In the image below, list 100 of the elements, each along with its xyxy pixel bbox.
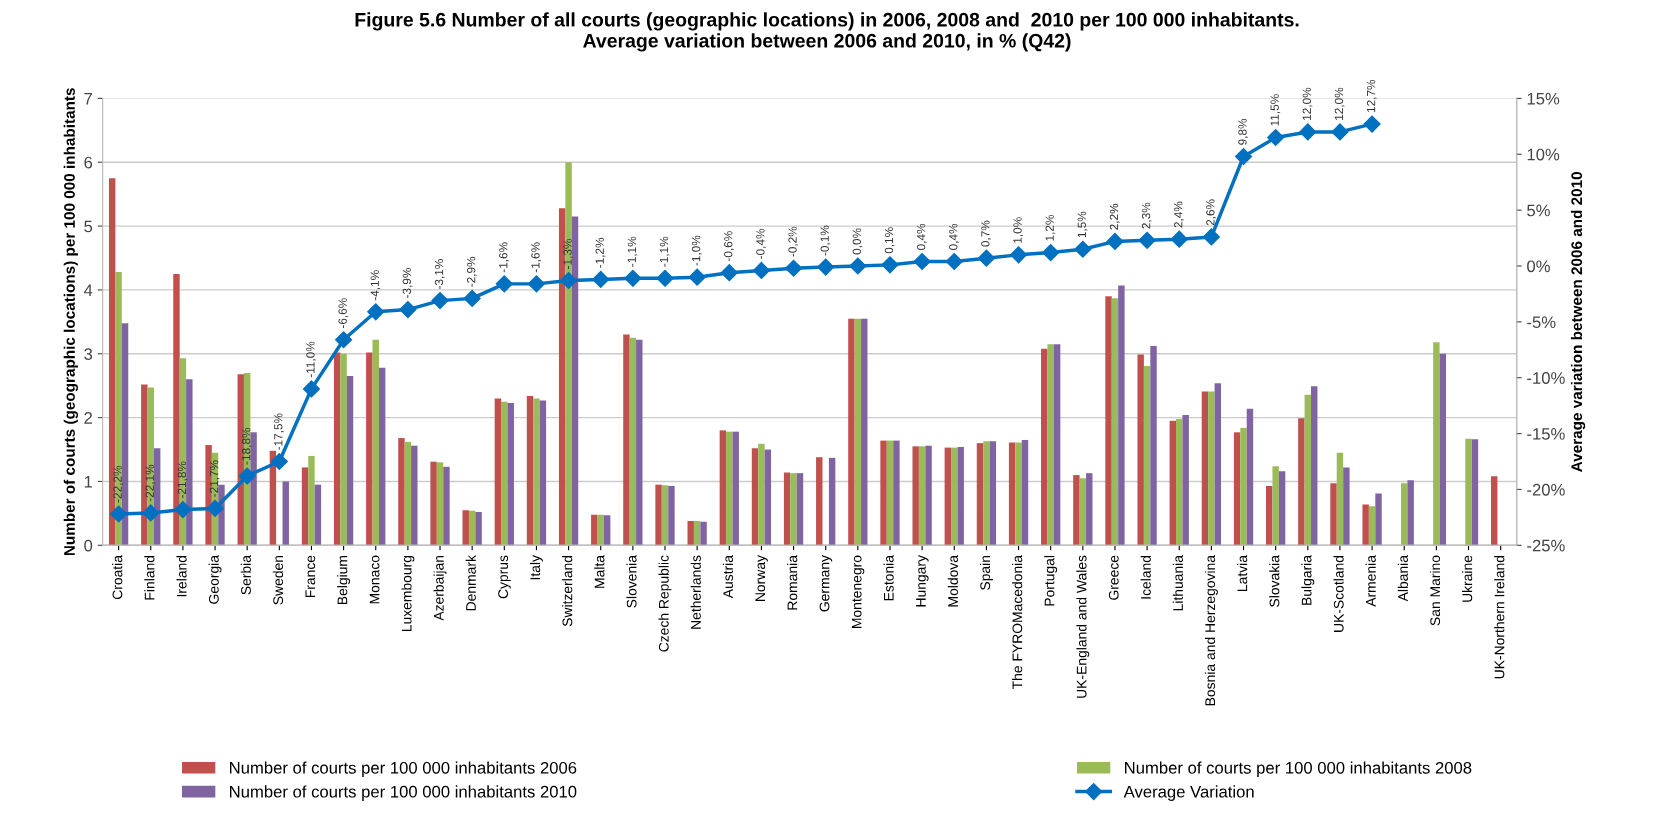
y2-tick-label: 15%	[1527, 92, 1560, 105]
y-tick-label: 1	[84, 476, 93, 488]
x-tick-label: UK-Northern Ireland	[1494, 555, 1505, 679]
bar	[333, 352, 341, 546]
bar	[186, 379, 193, 546]
bar	[1150, 346, 1157, 546]
data-label: 2,3%	[1141, 202, 1152, 229]
x-tick-label: UK-England and Wales	[1076, 555, 1090, 698]
bar	[957, 446, 964, 546]
bar	[501, 401, 508, 546]
point	[785, 259, 803, 277]
point	[1299, 123, 1317, 141]
x-tick-label: San Marino	[1429, 555, 1441, 626]
data-label: -1,1%	[659, 236, 670, 267]
bar	[1169, 420, 1177, 546]
bar	[783, 472, 791, 546]
y2-tick-label: -5%	[1527, 316, 1556, 329]
data-label: 12,0%	[1302, 87, 1313, 120]
bar	[848, 318, 855, 546]
bar	[462, 510, 469, 546]
bar	[1008, 442, 1016, 546]
bar	[1047, 344, 1054, 546]
point	[238, 467, 256, 485]
point	[977, 249, 995, 267]
y-tick-label: 2	[84, 412, 92, 424]
bar	[796, 473, 804, 546]
bar	[507, 402, 514, 546]
y-axis-title: Number of courts (geographic locations) per 100 000 inhabitants	[63, 88, 78, 556]
bar	[1278, 471, 1286, 546]
bar	[468, 510, 476, 546]
bar	[918, 446, 926, 546]
x-tick-label: Sweden	[272, 555, 284, 605]
bar	[732, 431, 739, 546]
bar	[893, 440, 900, 546]
data-label: 0,7%	[981, 220, 991, 247]
y-tick-label: 4	[83, 284, 93, 296]
bar	[861, 318, 868, 546]
bar	[1053, 344, 1061, 546]
x-tick-label: Malta	[594, 555, 605, 588]
bar	[1266, 485, 1273, 546]
bar	[1401, 483, 1408, 546]
data-label: -22,1%	[145, 464, 156, 502]
bar	[790, 473, 797, 546]
point	[399, 301, 417, 319]
point	[1106, 232, 1124, 250]
bar	[436, 462, 444, 546]
point	[174, 500, 192, 519]
bar	[816, 457, 823, 546]
bar	[886, 440, 894, 546]
x-tick-label: Spain	[979, 555, 993, 590]
data-label: -21,8%	[177, 461, 188, 498]
x-tick-label: Bulgaria	[1301, 555, 1315, 605]
bar	[1375, 493, 1382, 546]
data-label: 0,1%	[884, 227, 895, 254]
bar	[1176, 418, 1183, 546]
bar	[854, 318, 862, 546]
point	[1331, 123, 1349, 141]
data-label: 12,0%	[1334, 87, 1345, 120]
bar	[378, 367, 386, 546]
y-tick-label: 6	[84, 156, 93, 169]
bar	[1240, 427, 1247, 546]
bar	[314, 484, 322, 546]
legend-label: Number of courts per 100 000 inhabitants 2006	[230, 761, 577, 778]
x-tick-label: Denmark	[465, 555, 476, 611]
bar	[565, 162, 572, 546]
bar	[1021, 439, 1029, 546]
x-tick-label: France	[305, 555, 316, 598]
data-label: -3,1%	[434, 259, 445, 289]
legend-label: Average Variation	[1123, 785, 1254, 801]
x-tick-label: Cyprus	[498, 555, 511, 599]
bar	[1439, 353, 1447, 546]
point	[495, 275, 513, 293]
bar	[1118, 285, 1125, 546]
bar	[1137, 354, 1144, 546]
bar	[976, 443, 984, 546]
point	[688, 268, 706, 286]
x-tick-label: Montenegro	[851, 555, 865, 628]
data-label: -21,7%	[209, 460, 220, 497]
bar	[1330, 483, 1337, 546]
data-label: -1,0%	[691, 235, 702, 266]
point	[206, 499, 224, 517]
bar	[533, 398, 540, 546]
point	[1202, 228, 1220, 246]
bar	[1471, 439, 1479, 546]
bar	[1214, 383, 1222, 546]
bar	[751, 448, 759, 546]
bar	[1073, 475, 1080, 546]
bar	[1272, 466, 1279, 546]
bar	[880, 440, 887, 546]
y2-tick-label: -10%	[1527, 372, 1565, 384]
bar	[1465, 438, 1472, 546]
bar	[430, 461, 437, 546]
data-label: -1,2%	[595, 237, 606, 268]
data-label: 9,8%	[1238, 118, 1249, 145]
x-tick-label: The FYROMacedonia	[1012, 555, 1023, 690]
bar	[539, 400, 547, 546]
bar	[1143, 365, 1151, 546]
bar	[115, 272, 122, 546]
point	[624, 269, 642, 287]
point	[431, 292, 449, 310]
